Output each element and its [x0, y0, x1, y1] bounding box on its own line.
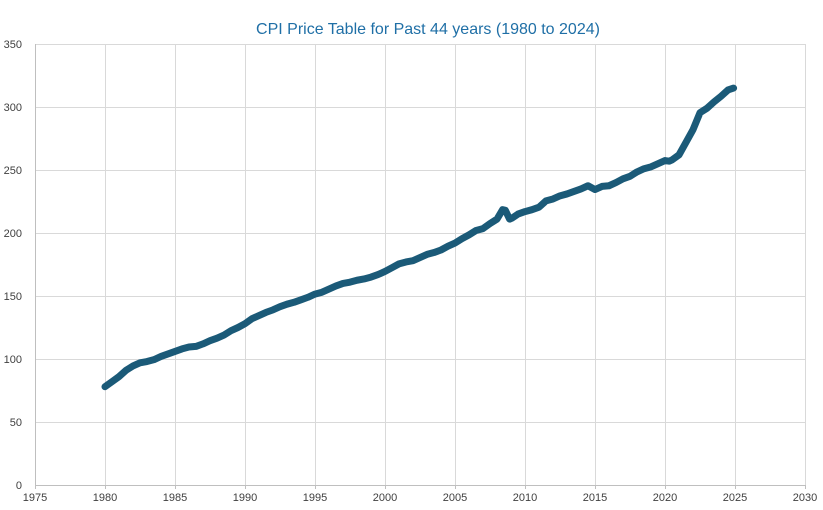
- chart-title: CPI Price Table for Past 44 years (1980 …: [256, 21, 600, 38]
- y-tick-label: 50: [10, 417, 22, 429]
- x-tick-label: 1980: [93, 492, 117, 504]
- x-tick-label: 2005: [443, 492, 467, 504]
- x-tick-label: 2000: [373, 492, 397, 504]
- grid-layer: [35, 44, 806, 485]
- x-tick-label: 2025: [723, 492, 747, 504]
- y-tick-label: 250: [4, 165, 22, 177]
- x-tick-label: 1990: [233, 492, 257, 504]
- x-tick-label: 1985: [163, 492, 187, 504]
- x-tick-label: 2030: [793, 492, 817, 504]
- y-tick-label: 150: [4, 291, 22, 303]
- series-line-cpi: [101, 84, 738, 391]
- y-tick-label: 350: [4, 39, 22, 51]
- x-tick-label: 2010: [513, 492, 537, 504]
- x-tick-label: 2015: [583, 492, 607, 504]
- y-tick-label: 200: [4, 228, 22, 240]
- y-tick-label: 300: [4, 102, 22, 114]
- series-layer: [101, 84, 738, 391]
- axis-layer: [35, 44, 806, 489]
- tick-label-layer: 1975 1980 1985 1990 1995 2000 2005 2010 2015 2020…: [4, 39, 818, 504]
- x-tick-label: 1995: [303, 492, 327, 504]
- x-tick-label: 2020: [653, 492, 677, 504]
- y-tick-label: 100: [4, 354, 22, 366]
- x-tick-label: 1975: [23, 492, 47, 504]
- y-tick-label: 0: [16, 480, 22, 492]
